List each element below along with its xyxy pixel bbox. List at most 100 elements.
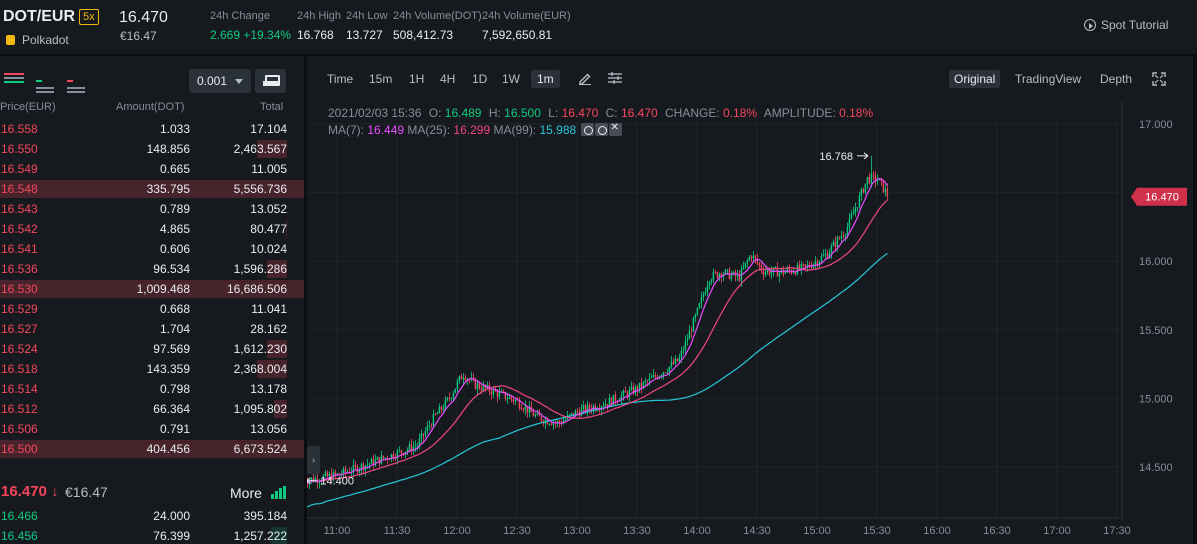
eye-icon[interactable] bbox=[580, 123, 594, 136]
candle-body bbox=[672, 362, 675, 364]
candle-body bbox=[398, 450, 401, 452]
order-book-row[interactable]: 16.541 0.606 10.024 bbox=[0, 239, 304, 259]
order-book: 0.001 Price(EUR) Amount(DOT) Total 16.55… bbox=[0, 56, 304, 544]
candle-body bbox=[568, 414, 571, 416]
order-book-row[interactable]: 16.512 66.364 1,095.802 bbox=[0, 399, 304, 419]
row-total: 17.104 bbox=[250, 122, 287, 136]
print-icon[interactable] bbox=[255, 69, 286, 93]
candle-body bbox=[368, 463, 371, 465]
candle-body bbox=[584, 405, 587, 413]
view-original[interactable]: Original bbox=[949, 70, 1001, 88]
interval-1w[interactable]: 1W bbox=[502, 72, 520, 86]
pair-name[interactable]: DOT/EUR bbox=[3, 8, 75, 25]
leverage-badge[interactable]: 5x bbox=[79, 9, 99, 25]
order-book-row[interactable]: 16.536 96.534 1,596.286 bbox=[0, 259, 304, 279]
stat-label: 24h Volume(EUR) bbox=[482, 10, 571, 22]
order-book-row[interactable]: 16.506 0.791 13.056 bbox=[0, 419, 304, 439]
candle-body bbox=[858, 195, 861, 208]
row-amount: 143.359 bbox=[146, 362, 190, 376]
candle-body bbox=[684, 340, 687, 350]
candle-body bbox=[842, 236, 845, 237]
candle-body bbox=[524, 406, 527, 411]
row-amount: 1.704 bbox=[159, 322, 190, 336]
candle-body bbox=[444, 399, 447, 409]
order-book-row[interactable]: 16.558 1.033 17.104 bbox=[0, 119, 304, 139]
view-tradingview[interactable]: TradingView bbox=[1015, 72, 1082, 86]
candle-body bbox=[862, 188, 865, 193]
candle-body bbox=[878, 179, 881, 181]
precision-select[interactable]: 0.001 bbox=[189, 69, 251, 93]
order-book-row[interactable]: 16.527 1.704 28.162 bbox=[0, 319, 304, 339]
interval-15m[interactable]: 15m bbox=[369, 72, 393, 86]
more-link[interactable]: More bbox=[230, 485, 262, 501]
interval-time[interactable]: Time bbox=[327, 72, 354, 86]
fullscreen-icon[interactable] bbox=[1152, 72, 1166, 86]
book-bids-icon[interactable] bbox=[36, 73, 56, 93]
spot-tutorial-link[interactable]: Spot Tutorial bbox=[1084, 18, 1168, 32]
view-depth[interactable]: Depth bbox=[1100, 72, 1133, 86]
book-asks-icon[interactable] bbox=[67, 73, 87, 93]
pencil-icon[interactable] bbox=[578, 71, 592, 85]
candle-body bbox=[766, 269, 769, 272]
chevron-right-icon[interactable]: › bbox=[307, 446, 320, 474]
coin-name[interactable]: Polkadot bbox=[22, 33, 69, 47]
order-book-row[interactable]: 16.524 97.569 1,612.230 bbox=[0, 339, 304, 359]
order-book-row[interactable]: 16.542 4.865 80.477 bbox=[0, 219, 304, 239]
order-book-row[interactable]: 16.548 335.795 5,556.736 bbox=[0, 179, 304, 199]
settings-sliders-icon[interactable] bbox=[608, 72, 622, 84]
row-amount: 404.456 bbox=[146, 442, 190, 456]
candle-body bbox=[550, 424, 553, 425]
row-amount: 0.789 bbox=[159, 202, 190, 216]
row-price: 16.518 bbox=[1, 362, 38, 376]
stat-value: 2.669 +19.34% bbox=[210, 28, 292, 42]
candle-body bbox=[312, 477, 315, 482]
interval-1m[interactable]: 1m bbox=[531, 70, 560, 88]
candle-body bbox=[396, 450, 399, 459]
candle-body bbox=[724, 269, 727, 275]
min-price-label: 14.400 bbox=[320, 476, 354, 488]
candle-body bbox=[682, 349, 685, 351]
order-book-row[interactable]: 16.514 0.798 13.178 bbox=[0, 379, 304, 399]
stat-value: 16.768 bbox=[297, 28, 334, 42]
book-both-icon[interactable] bbox=[4, 73, 24, 85]
candle-body bbox=[342, 468, 345, 475]
x-tick-label: 13:30 bbox=[623, 525, 651, 537]
interval-1h[interactable]: 1H bbox=[409, 72, 425, 86]
order-book-row[interactable]: 16.549 0.665 11.005 bbox=[0, 159, 304, 179]
order-book-row[interactable]: 16.456 76.399 1,257.222 bbox=[0, 526, 304, 544]
stat-label: 24h High bbox=[297, 10, 342, 22]
order-book-row[interactable]: 16.550 148.856 2,463.567 bbox=[0, 139, 304, 159]
order-book-row[interactable]: 16.530 1,009.468 16,686.506 bbox=[0, 279, 304, 299]
candle-body bbox=[354, 464, 357, 467]
order-book-row[interactable]: 16.518 143.359 2,368.004 bbox=[0, 359, 304, 379]
interval-1d[interactable]: 1D bbox=[472, 72, 488, 86]
candle-body bbox=[838, 237, 841, 239]
interval-4h[interactable]: 4H bbox=[440, 72, 456, 86]
row-price: 16.506 bbox=[1, 422, 38, 436]
ma7-value: 16.449 bbox=[367, 123, 405, 137]
order-book-row[interactable]: 16.543 0.789 13.052 bbox=[0, 199, 304, 219]
candle-body bbox=[824, 253, 827, 255]
order-book-row[interactable]: 16.529 0.668 11.041 bbox=[0, 299, 304, 319]
mid-price[interactable]: 16.470 ↓ bbox=[1, 483, 59, 500]
candle-body bbox=[836, 237, 839, 247]
last-price: 16.470 bbox=[119, 9, 168, 26]
order-book-row[interactable]: 16.500 404.456 6,673.524 bbox=[0, 439, 304, 459]
candle-body bbox=[362, 464, 365, 471]
candle-body bbox=[394, 458, 397, 460]
order-book-row[interactable]: 16.466 24.000 395.184 bbox=[0, 506, 304, 526]
candle-body bbox=[326, 472, 329, 477]
bar-chart-icon[interactable] bbox=[271, 486, 287, 499]
candle-body bbox=[528, 406, 531, 413]
candle-body bbox=[764, 271, 767, 275]
settings-icon[interactable] bbox=[594, 123, 608, 136]
candle-body bbox=[860, 188, 863, 196]
candlestick-chart[interactable]: 11:00 11:30 12:00 12:30 13:00 13:30 14:00 14:30… bbox=[307, 56, 1193, 544]
ticker-header: DOT/EUR 5x Polkadot 16.470 €16.47 24h Ch… bbox=[0, 0, 1197, 55]
row-total: 395.184 bbox=[243, 509, 287, 523]
close-icon[interactable] bbox=[608, 122, 622, 136]
coin-info[interactable]: Polkadot bbox=[6, 33, 69, 47]
stat-24h-change: 24h Change 2.669 +19.34% bbox=[210, 10, 291, 42]
candle-body bbox=[454, 388, 457, 393]
candle-body bbox=[520, 407, 523, 410]
